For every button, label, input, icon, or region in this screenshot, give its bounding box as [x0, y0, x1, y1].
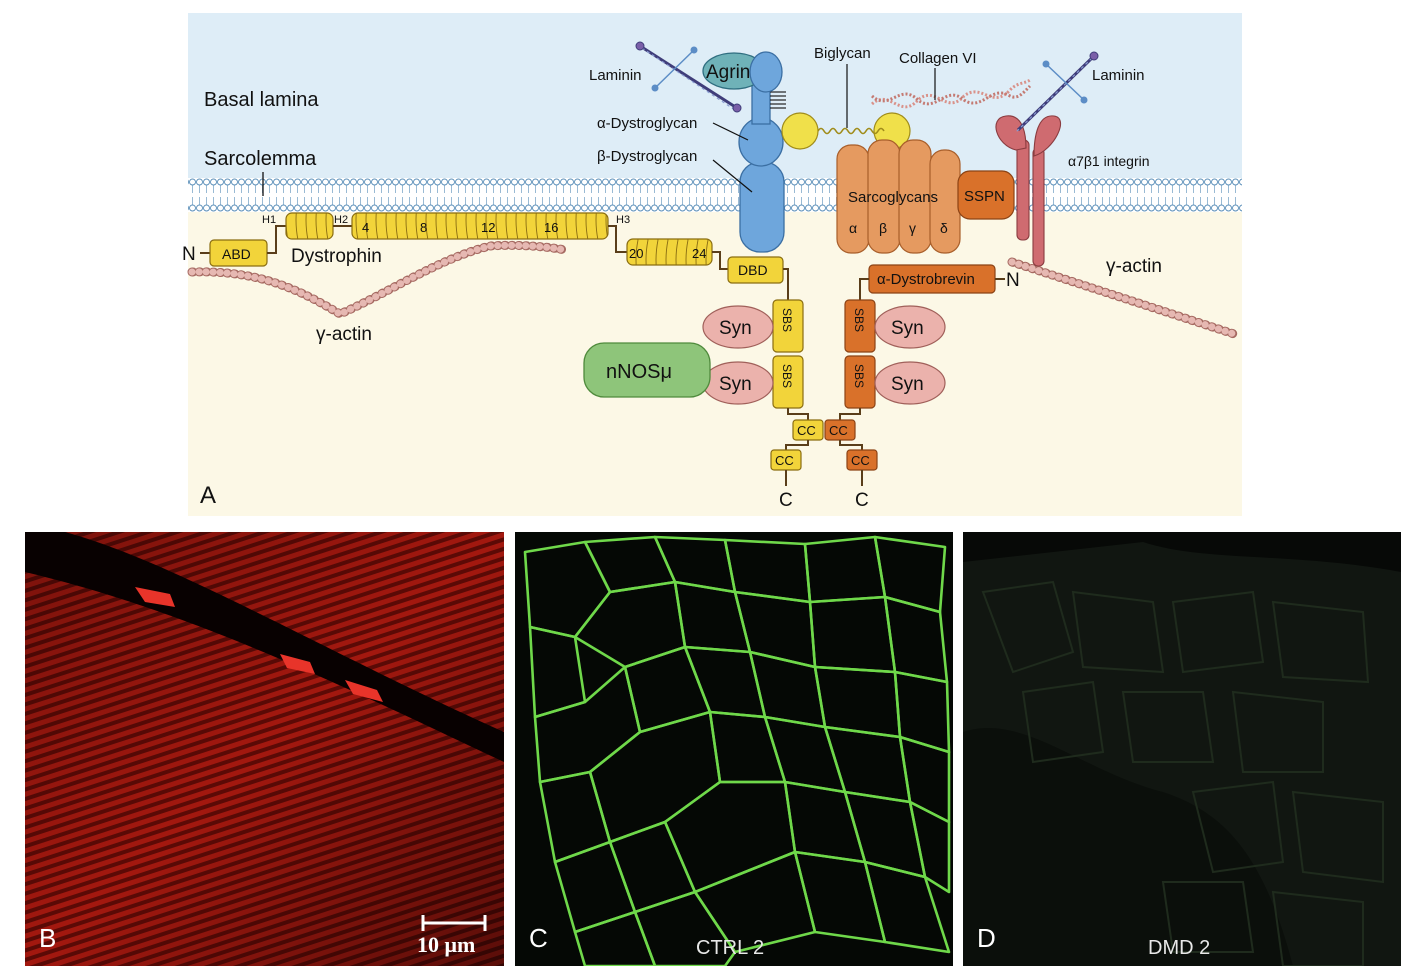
- svg-text:CC: CC: [775, 453, 794, 468]
- laminin-left-label: Laminin: [589, 67, 642, 84]
- n-terminus-left: N: [182, 244, 196, 265]
- svg-text:Syn: Syn: [719, 374, 752, 395]
- svg-text:Syn: Syn: [891, 374, 924, 395]
- sg-beta: β: [879, 220, 887, 236]
- syntrophin-4: [874, 361, 946, 405]
- beta-dystroglycan: [739, 161, 785, 253]
- syntrophin-1: [702, 305, 774, 349]
- rod-number-16: 16: [544, 220, 558, 235]
- sarcoglycans-label: Sarcoglycans: [848, 189, 938, 206]
- agrin-label: Agrin: [706, 62, 750, 83]
- svg-text:CC: CC: [851, 453, 870, 468]
- syntrophin-3: [874, 305, 946, 349]
- beta-dystroglycan-label: β-Dystroglycan: [597, 148, 697, 165]
- cytoplasm-region: [188, 212, 1242, 516]
- sg-gamma: γ: [909, 220, 916, 236]
- rod-number-8: 8: [420, 220, 427, 235]
- dystrophin-complex-diagram: Basal lamina Sarcolemma A γ-actin γ-acti…: [182, 13, 1242, 516]
- panel-b-micrograph: 10 μm B: [25, 532, 504, 966]
- alpha-dystroglycan: [738, 117, 784, 167]
- panel-a-letter: A: [200, 482, 216, 509]
- svg-text:SBS: SBS: [852, 308, 866, 332]
- rod-number-12: 12: [481, 220, 495, 235]
- sarcolemma-label: Sarcolemma: [204, 148, 317, 170]
- svg-text:CC: CC: [829, 423, 848, 438]
- sspn: [957, 170, 1015, 220]
- hinge-h2: H2: [334, 214, 348, 226]
- svg-text:SBS: SBS: [780, 308, 794, 332]
- rod-number-24: 24: [692, 246, 706, 261]
- n-terminus-right: N: [1006, 270, 1020, 291]
- panel-c-caption: CTRL 2: [696, 937, 765, 959]
- svg-text:SBS: SBS: [780, 364, 794, 388]
- basal-lamina-label: Basal lamina: [204, 89, 319, 111]
- dystrobrevin-label: α-Dystrobrevin: [877, 271, 975, 288]
- biglycan-domain-left: [781, 112, 819, 150]
- sarcolemma-membrane: [188, 178, 1242, 212]
- gamma-actin-right-label: γ-actin: [1106, 256, 1162, 277]
- integrin-a7b1: [995, 115, 1061, 267]
- abd-label: ABD: [222, 246, 251, 262]
- panel-c-micrograph: C CTRL 2: [515, 532, 953, 966]
- sspn-label: SSPN: [964, 188, 1005, 205]
- laminin-right: [1015, 51, 1099, 133]
- dystrophin-label: Dystrophin: [291, 246, 382, 267]
- sg-alpha: α: [849, 220, 857, 236]
- alpha-dystroglycan-label: α-Dystroglycan: [597, 115, 697, 132]
- collagen-vi-label: Collagen VI: [899, 50, 977, 67]
- c-terminus-dystrobrevin: C: [855, 490, 869, 511]
- gamma-actin-left-label: γ-actin: [316, 324, 372, 345]
- svg-text:SBS: SBS: [852, 364, 866, 388]
- c-terminus-dystrophin: C: [779, 490, 793, 511]
- panel-d-caption: DMD 2: [1148, 937, 1211, 959]
- sarcoglycan-complex: [836, 139, 961, 254]
- panel-b-letter: B: [39, 923, 57, 953]
- nnos-mu: [583, 342, 711, 398]
- dystrophin-rod-2: [351, 212, 609, 240]
- dbd-label: DBD: [738, 262, 768, 278]
- panel-d-micrograph: D DMD 2: [963, 532, 1401, 966]
- svg-text:Syn: Syn: [891, 318, 924, 339]
- dystrophin-rod-1: [285, 212, 334, 240]
- laminin-right-label: Laminin: [1092, 67, 1145, 84]
- sg-delta: δ: [940, 220, 948, 236]
- laminin-left: [635, 41, 742, 113]
- biglycan-chain: [817, 127, 885, 135]
- rod-number-20: 20: [629, 246, 643, 261]
- panel-c-letter: C: [529, 923, 548, 953]
- svg-text:CC: CC: [797, 423, 816, 438]
- hinge-h3: H3: [616, 214, 630, 226]
- rod-number-4: 4: [362, 220, 369, 235]
- svg-text:Syn: Syn: [719, 318, 752, 339]
- hinge-h1: H1: [262, 214, 276, 226]
- nnos-label: nNOSμ: [606, 361, 672, 383]
- biglycan-label: Biglycan: [814, 45, 871, 62]
- integrin-label: α7β1 integrin: [1068, 153, 1150, 169]
- panel-d-letter: D: [977, 923, 996, 953]
- collagen-vi: [871, 78, 1031, 109]
- scale-bar-label: 10 μm: [417, 932, 476, 957]
